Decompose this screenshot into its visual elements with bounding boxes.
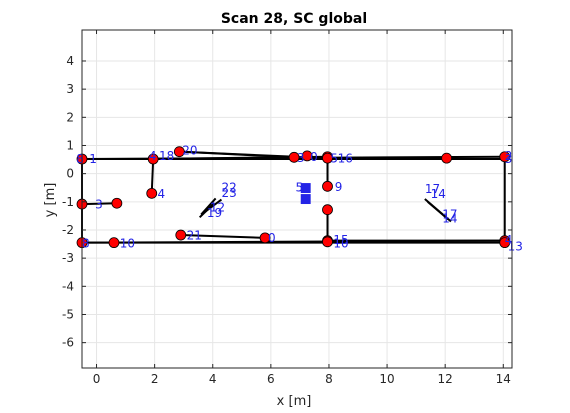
- graph-edge: [180, 234, 266, 239]
- y-tick-label: -5: [62, 307, 74, 321]
- x-tick-label: 14: [496, 372, 511, 386]
- graph-node: [301, 150, 313, 162]
- x-axis-label: x [m]: [277, 394, 312, 409]
- graph-node: [322, 180, 333, 192]
- y-tick-label: -2: [62, 223, 74, 237]
- node-label: 18: [159, 149, 174, 163]
- x-tick-label: 10: [379, 372, 394, 386]
- grid: [82, 30, 512, 368]
- graph-node: [108, 237, 120, 249]
- node-label: 5: [330, 152, 338, 166]
- node-label: 0: [268, 231, 276, 245]
- y-tick-label: 1: [66, 138, 74, 152]
- graph-node: [499, 237, 511, 249]
- x-tick-label: 0: [93, 372, 101, 386]
- graph-node: [173, 146, 185, 158]
- markers: ■■: [300, 180, 312, 206]
- y-tick-label: -4: [62, 279, 74, 293]
- graph-node: [111, 197, 123, 209]
- y-tick-label: 2: [66, 110, 74, 124]
- y-tick-label: 0: [66, 167, 74, 181]
- node-label: 15: [333, 233, 348, 247]
- chart-title: Scan 28, SC global: [221, 11, 367, 27]
- marker-symbol: ■: [300, 192, 312, 207]
- node-label: 13: [508, 239, 523, 253]
- graph-node: [441, 152, 453, 164]
- node-label: 10: [120, 237, 135, 251]
- graph-node: [147, 153, 159, 165]
- graph-node: [322, 236, 333, 248]
- plot-frame: [81, 29, 513, 369]
- node-label: 2: [505, 149, 513, 163]
- node-label: 8: [76, 152, 84, 166]
- x-tick-label: 12: [438, 372, 453, 386]
- ticks: [82, 30, 512, 368]
- y-axis-label: y [m]: [43, 183, 58, 218]
- node-label: 23: [221, 186, 236, 200]
- node-label: 4: [149, 149, 157, 163]
- node-label: 4: [505, 233, 513, 247]
- node-label: 8: [82, 237, 90, 251]
- graph-node: [146, 187, 158, 199]
- node-label: 5: [296, 181, 304, 195]
- node-label: 3: [297, 151, 305, 165]
- graph-node: [322, 152, 333, 164]
- node-label: 19: [207, 206, 222, 220]
- graph-edge: [81, 202, 117, 206]
- x-tick-label: 8: [325, 372, 333, 386]
- node-label: 4: [158, 187, 166, 201]
- y-tick-label: -1: [62, 195, 74, 209]
- node-label: 14: [431, 187, 446, 201]
- node-label: 17: [442, 207, 457, 221]
- graph-edge: [150, 158, 155, 194]
- marker-symbol: ■: [300, 180, 312, 195]
- node-label: 16: [338, 152, 353, 166]
- node-label: 1: [89, 152, 97, 166]
- graph-node: [259, 232, 271, 244]
- node-label: 9: [335, 180, 343, 194]
- graph-node: [288, 151, 300, 163]
- node-label: 3: [505, 152, 513, 166]
- y-tick-label: 4: [66, 54, 74, 68]
- node-label: 0: [310, 150, 318, 164]
- graph-edge: [427, 201, 449, 221]
- graph-node: [322, 204, 333, 216]
- node-label: 22: [221, 181, 236, 195]
- y-tick-label: 3: [66, 82, 74, 96]
- node-label: 20: [182, 144, 197, 158]
- graph-edge: [198, 202, 215, 219]
- node-label: 17: [425, 182, 440, 196]
- node-label: 3: [95, 198, 103, 212]
- node-label: 10: [333, 237, 348, 251]
- node-label: 21: [187, 229, 202, 243]
- node-label: 12: [210, 200, 225, 214]
- x-tick-label: 2: [151, 372, 159, 386]
- y-tick-label: -3: [62, 251, 74, 265]
- graph-node: [175, 229, 187, 241]
- graph-node: [499, 151, 511, 163]
- x-tick-label: 6: [267, 372, 275, 386]
- node-label: 14: [442, 212, 457, 226]
- y-tick-label: -6: [62, 336, 74, 350]
- x-tick-label: 4: [209, 372, 217, 386]
